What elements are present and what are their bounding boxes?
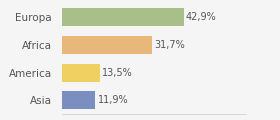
Bar — [62, 8, 184, 26]
Text: 31,7%: 31,7% — [154, 40, 185, 50]
Text: 13,5%: 13,5% — [102, 68, 133, 78]
Text: 42,9%: 42,9% — [186, 12, 217, 22]
Bar — [62, 64, 100, 82]
Bar — [62, 91, 95, 109]
Bar — [62, 36, 152, 54]
Text: 11,9%: 11,9% — [98, 95, 128, 105]
